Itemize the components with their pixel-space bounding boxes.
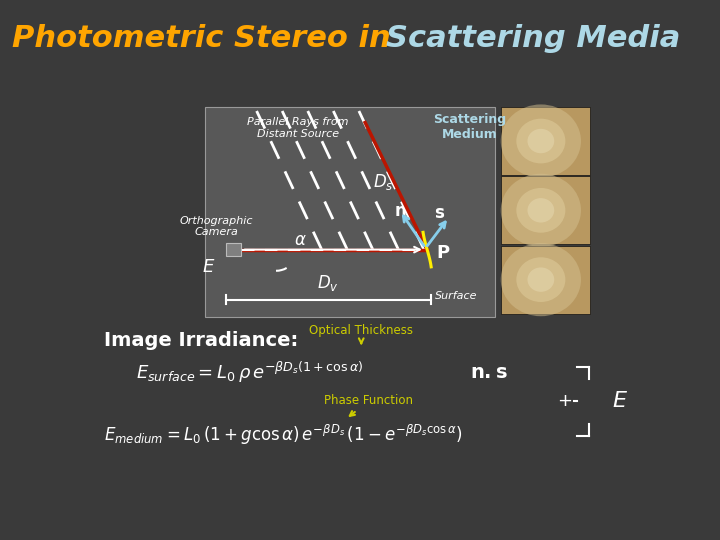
Text: E: E [202,258,214,275]
Ellipse shape [528,129,554,153]
Text: $D_v$: $D_v$ [318,273,339,294]
Text: Scattering Media: Scattering Media [386,24,680,53]
Bar [225,244,241,256]
Bar [500,246,590,314]
Text: Image Irradiance:: Image Irradiance: [104,331,298,350]
Text: $D_s$: $D_s$ [373,172,393,192]
Text: Parallel Rays from
Distant Source: Parallel Rays from Distant Source [247,117,348,139]
Ellipse shape [500,104,581,178]
Text: $E_{medium} = L_0\,(1+g\cos\alpha)\, e^{-\beta D_s}\,(1-e^{-\beta D_s \cos\alpha: $E_{medium} = L_0\,(1+g\cos\alpha)\, e^{… [104,422,463,447]
Bar [500,107,590,175]
Bar [204,107,495,316]
Bar [500,177,590,244]
Ellipse shape [528,198,554,222]
Text: $E_{surface} = L_0\, \rho\, e^{-\beta D_s(1+\cos\alpha)}$: $E_{surface} = L_0\, \rho\, e^{-\beta D_… [137,360,364,386]
Text: P: P [436,244,449,262]
Text: n: n [394,202,406,220]
Text: $\mathbf{n.s}$: $\mathbf{n.s}$ [469,363,508,382]
Text: $E$: $E$ [611,392,628,411]
Ellipse shape [516,119,565,164]
Ellipse shape [516,188,565,233]
Text: +: + [557,392,572,410]
Text: Photometric Stereo in: Photometric Stereo in [12,24,402,53]
Text: Optical Thickness: Optical Thickness [310,323,413,343]
Text: Surface: Surface [435,291,477,301]
Text: s: s [434,204,444,221]
Ellipse shape [528,267,554,292]
Ellipse shape [500,174,581,247]
Ellipse shape [516,257,565,302]
Ellipse shape [500,243,581,316]
Text: Orthographic
Camera: Orthographic Camera [179,215,253,237]
Text: $\alpha$: $\alpha$ [294,231,307,249]
Text: Phase Function: Phase Function [325,394,413,416]
Text: Scattering
Medium: Scattering Medium [433,113,506,141]
